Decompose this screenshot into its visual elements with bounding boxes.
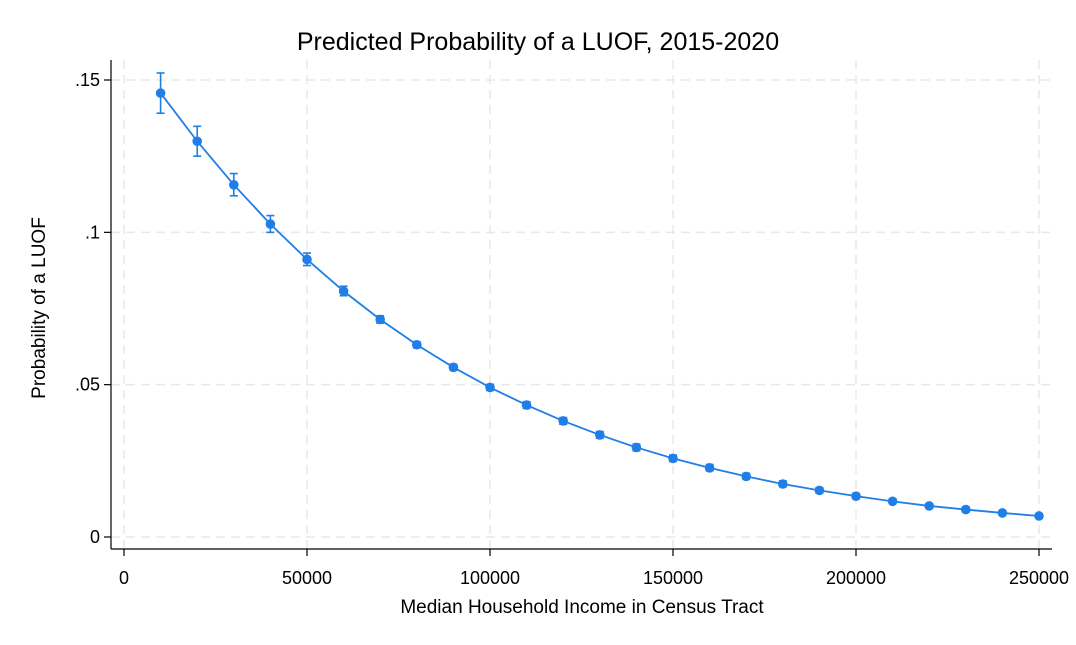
data-point-14 [668, 453, 678, 464]
data-point-3 [265, 219, 276, 229]
data-point-7 [412, 339, 422, 350]
axes [110, 60, 1052, 550]
y-axis-label: Probability of a LUOF [29, 217, 50, 399]
data-point-23 [997, 508, 1008, 518]
data-point-4 [302, 254, 312, 265]
data-point-9 [485, 382, 495, 393]
y-axis-ticks: 0 .05 .1 .15 [75, 70, 111, 547]
data-point-8 [448, 362, 459, 373]
chart-title: Predicted Probability of a LUOF, 2015-20… [297, 28, 779, 56]
data-point-15 [704, 463, 715, 473]
data-point-22 [961, 504, 971, 515]
data-point-11 [558, 416, 568, 426]
x-tick-label-0: 0 [119, 568, 129, 588]
x-tick-label-2: 100000 [460, 568, 520, 588]
y-tick-label-1: .05 [75, 375, 100, 395]
y-tick-label-3: .15 [75, 70, 100, 90]
x-tick-label-5: 250000 [1009, 568, 1069, 588]
x-axis-ticks: 0 50000 100000 150000 200000 250000 [119, 549, 1069, 588]
series [155, 72, 1044, 521]
data-point-0 [155, 88, 166, 98]
data-point-18 [814, 485, 825, 496]
y-tick-label-2: .1 [85, 222, 100, 242]
data-point-10 [521, 400, 532, 410]
data-point-13 [631, 442, 642, 453]
data-point-16 [741, 471, 751, 482]
data-point-21 [924, 501, 934, 511]
data-point-17 [778, 479, 788, 489]
data-point-2 [229, 180, 239, 190]
data-point-12 [595, 430, 605, 440]
data-point-1 [192, 136, 202, 147]
x-axis-label: Median Household Income in Census Tract [400, 597, 764, 618]
data-point-20 [887, 496, 898, 507]
data-point-19 [851, 491, 861, 501]
data-point-5 [338, 286, 349, 296]
x-tick-label-1: 50000 [282, 568, 332, 588]
x-tick-label-4: 200000 [826, 568, 886, 588]
y-tick-label-0: 0 [90, 527, 100, 547]
data-point-24 [1034, 511, 1044, 521]
x-tick-label-3: 150000 [643, 568, 703, 588]
data-point-6 [375, 314, 386, 325]
